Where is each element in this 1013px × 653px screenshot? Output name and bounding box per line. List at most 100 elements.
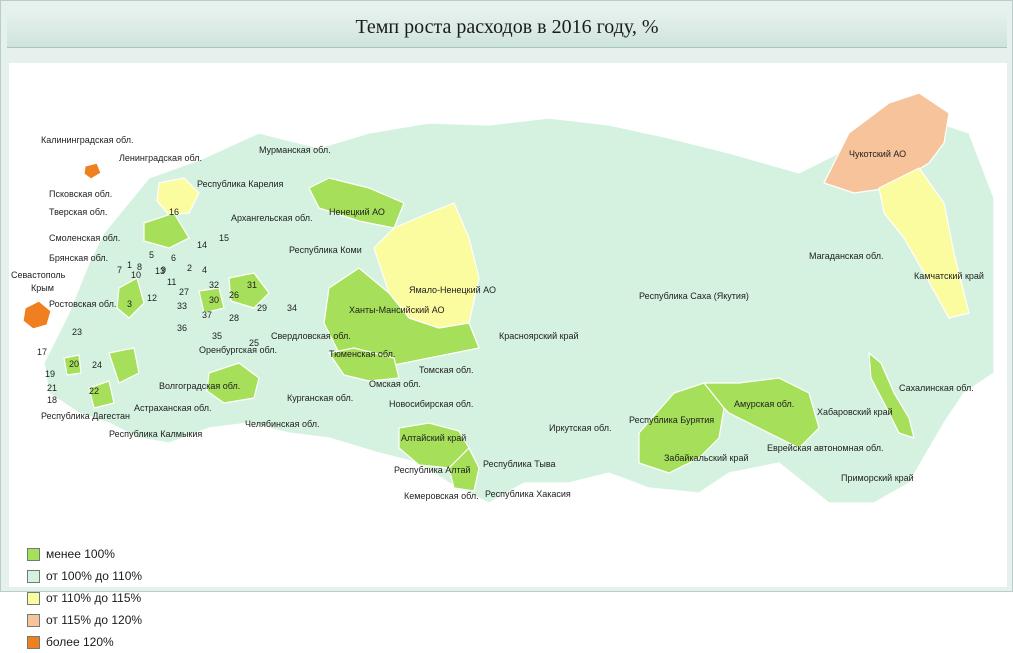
- legend-item: от 110% до 115%: [27, 587, 187, 609]
- legend-label: менее 100%: [46, 547, 115, 561]
- label-bryansk: Брянская обл.: [49, 253, 108, 263]
- label-khanty: Ханты-Мансийский АО: [349, 305, 445, 315]
- region-tver: [143, 212, 190, 249]
- region-number: 7: [117, 265, 122, 275]
- label-sevastopol: Севастополь: [11, 270, 66, 280]
- label-sakhalin: Сахалинская обл.: [899, 383, 974, 393]
- label-khabarovsk: Хабаровский край: [817, 407, 893, 417]
- label-tomsk: Томская обл.: [419, 365, 474, 375]
- label-murmansk: Мурманская обл.: [259, 145, 331, 155]
- label-orenburg: Оренбургская обл.: [199, 345, 277, 355]
- legend-swatch: [27, 547, 40, 561]
- label-primorsky: Приморский край: [841, 473, 914, 483]
- region-altai-rep: [448, 447, 480, 492]
- label-altai-rep: Республика Алтай: [394, 465, 471, 475]
- legend-item: от 100% до 110%: [27, 565, 187, 587]
- region-amur: [703, 377, 820, 449]
- label-altai-krai: Алтайский край: [401, 433, 466, 443]
- label-komi: Республика Коми: [289, 245, 362, 255]
- region-number: 36: [177, 323, 187, 333]
- label-astrakhan: Астраханская обл.: [134, 403, 212, 413]
- region-number: 24: [92, 360, 102, 370]
- region-number: 27: [179, 287, 189, 297]
- russia-map: Калининградская обл. Ленинградская обл. …: [11, 92, 995, 504]
- label-chukotka: Чукотский АО: [849, 149, 906, 159]
- label-yakutia: Республика Саха (Якутия): [639, 291, 749, 301]
- region-16: [156, 177, 200, 216]
- region-number: 8: [137, 262, 142, 272]
- label-krasnoyarsk: Красноярский край: [499, 331, 579, 341]
- label-khakasia: Республика Хакасия: [485, 489, 571, 499]
- region-number: 5: [149, 250, 154, 260]
- label-irkutsk: Иркутская обл.: [549, 423, 612, 433]
- label-kemerovo: Кемеровская обл.: [404, 491, 479, 501]
- region-number: 28: [229, 313, 239, 323]
- region-3: [116, 277, 145, 319]
- region-zabaikalsky: [638, 382, 725, 474]
- region-tyumen: [328, 347, 400, 382]
- label-sverdlovsk: Свердловская обл.: [271, 331, 351, 341]
- region-number: 18: [47, 395, 57, 405]
- region-number: 3: [127, 299, 132, 309]
- region-kaliningrad: [83, 162, 102, 180]
- label-yamal: Ямало-Ненецкий АО: [409, 285, 496, 295]
- label-dagestan: Республика Дагестан: [41, 411, 130, 421]
- label-jewish: Еврейская автономная обл.: [767, 443, 883, 453]
- label-arkhangelsk: Архангельская обл.: [231, 213, 313, 223]
- legend: менее 100% от 100% до 110% от 110% до 11…: [27, 543, 187, 653]
- label-nenets: Ненецкий АО: [329, 207, 385, 217]
- region-number: 35: [212, 331, 222, 341]
- label-pskov: Псковская обл.: [49, 189, 112, 199]
- region-number: 2: [187, 263, 192, 273]
- label-tyva: Республика Тыва: [483, 459, 556, 469]
- label-rostov: Ростовская обл.: [49, 299, 116, 309]
- region-sakhalin: [868, 352, 915, 439]
- region-orenburg: [206, 362, 260, 404]
- label-omsk: Омская обл.: [369, 379, 421, 389]
- region-kalmykia: [108, 347, 140, 384]
- label-buryatia: Республика Бурятия: [629, 415, 714, 425]
- label-chelyabinsk: Челябинская обл.: [245, 419, 320, 429]
- region-number: 11: [167, 277, 176, 287]
- legend-item: менее 100%: [27, 543, 187, 565]
- region-number: 30: [209, 295, 219, 305]
- map-title: Темп роста расходов в 2016 году, %: [355, 15, 659, 38]
- label-kaliningrad: Калининградская обл.: [41, 135, 134, 145]
- region-number: 17: [37, 347, 47, 357]
- region-number: 29: [257, 303, 267, 313]
- region-number: 4: [202, 265, 207, 275]
- region-number: 31: [247, 280, 257, 290]
- label-karelia: Республика Карелия: [197, 179, 283, 189]
- region-number: 16: [169, 207, 179, 217]
- region-number: 20: [69, 359, 79, 369]
- region-crimea: [22, 300, 52, 330]
- region-number: 22: [89, 386, 99, 396]
- legend-label: более 120%: [46, 635, 114, 649]
- label-tyumen: Тюменская обл.: [329, 349, 395, 359]
- region-number: 13: [155, 266, 165, 276]
- region-khanty: [323, 267, 480, 369]
- title-bar: Темп роста расходов в 2016 году, %: [7, 7, 1007, 48]
- legend-label: от 110% до 115%: [46, 591, 142, 605]
- region-number: 14: [197, 240, 207, 250]
- label-kalmykia: Республика Калмыкия: [109, 429, 202, 439]
- region-31: [228, 272, 270, 309]
- legend-label: от 100% до 110%: [46, 569, 143, 583]
- region-number: 23: [72, 327, 82, 337]
- label-kamchatka: Камчатский край: [914, 271, 984, 281]
- region-number: 26: [229, 290, 239, 300]
- legend-swatch: [27, 635, 40, 649]
- region-number: 25: [249, 338, 259, 348]
- region-number: 9: [161, 265, 166, 275]
- region-number: 32: [209, 280, 219, 290]
- region-number: 6: [171, 253, 176, 263]
- label-amur: Амурская обл.: [734, 399, 794, 409]
- region-30: [198, 287, 225, 314]
- legend-swatch: [27, 569, 40, 583]
- legend-swatch: [27, 613, 40, 627]
- label-magadan: Магаданская обл.: [809, 251, 883, 261]
- legend-swatch: [27, 591, 40, 605]
- legend-item: более 120%: [27, 631, 187, 653]
- label-tver: Тверская обл.: [49, 207, 107, 217]
